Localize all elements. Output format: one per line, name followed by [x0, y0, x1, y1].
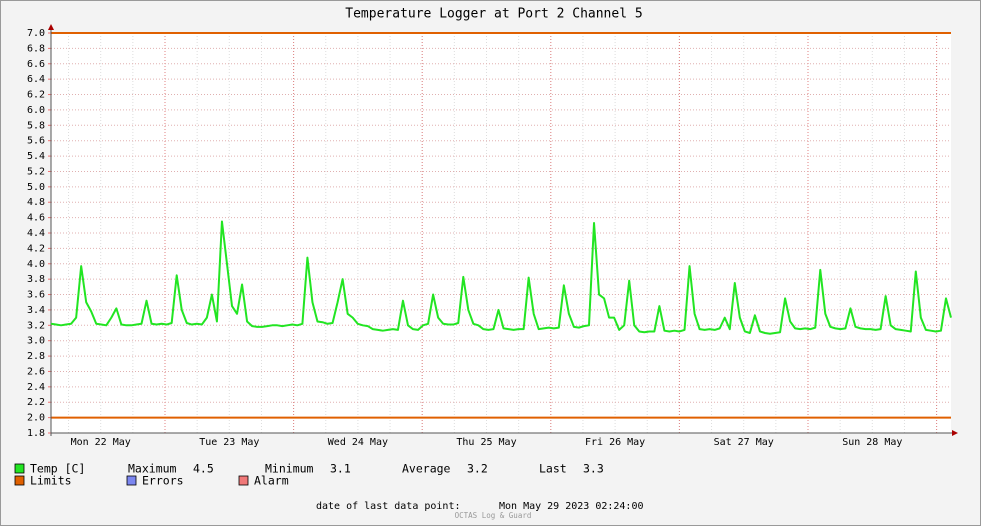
stat-label: Maximum [128, 462, 177, 476]
y-tick-label: 6.6 [27, 59, 45, 70]
watermark: OCTAS Log & Guard [455, 511, 532, 520]
y-tick-label: 4.2 [27, 243, 45, 254]
y-tick-label: 6.2 [27, 90, 45, 101]
y-tick-label: 4.8 [27, 197, 45, 208]
legend-label: Errors [142, 474, 184, 488]
x-tick-label: Mon 22 May [71, 437, 131, 448]
stat-label: Last [539, 462, 567, 476]
y-tick-label: 2.4 [27, 382, 45, 393]
y-tick-label: 4.0 [27, 259, 45, 270]
y-tick-label: 2.2 [27, 397, 45, 408]
stat-label: Average [402, 462, 451, 476]
stat-label: Minimum [265, 462, 314, 476]
legend-swatch [126, 475, 137, 486]
y-tick-label: 5.8 [27, 120, 45, 131]
y-arrow [48, 24, 54, 30]
legend-swatch [14, 463, 25, 474]
y-tick-label: 3.4 [27, 305, 45, 316]
stat-value: 3.1 [330, 462, 351, 476]
y-tick-label: 2.6 [27, 366, 45, 377]
y-tick-label: 6.8 [27, 43, 45, 54]
y-tick-label: 2.0 [27, 413, 45, 424]
x-tick-label: Fri 26 May [585, 437, 645, 448]
y-tick-label: 3.0 [27, 336, 45, 347]
x-tick-label: Sat 27 May [714, 437, 774, 448]
y-tick-label: 5.4 [27, 151, 45, 162]
y-tick-label: 4.4 [27, 228, 45, 239]
x-tick-label: Wed 24 May [328, 437, 388, 448]
x-tick-label: Sun 28 May [842, 437, 902, 448]
x-arrow [952, 430, 958, 436]
legend-label: Alarm [254, 474, 289, 488]
footer-value: Mon May 29 2023 02:24:00 [499, 501, 644, 512]
legend-label: Temp [C] [30, 462, 85, 476]
y-tick-label: 2.8 [27, 351, 45, 362]
x-tick-label: Thu 25 May [456, 437, 516, 448]
y-tick-label: 1.8 [27, 428, 45, 439]
y-tick-label: 5.6 [27, 136, 45, 147]
y-tick-label: 3.6 [27, 290, 45, 301]
y-tick-label: 5.0 [27, 182, 45, 193]
footer-label: date of last data point: [316, 501, 461, 512]
stat-value: 3.2 [467, 462, 488, 476]
chart-title: Temperature Logger at Port 2 Channel 5 [345, 7, 642, 22]
y-tick-label: 5.2 [27, 166, 45, 177]
y-tick-label: 6.4 [27, 74, 45, 85]
y-tick-label: 3.8 [27, 274, 45, 285]
legend-swatch [238, 475, 249, 486]
y-tick-label: 3.2 [27, 320, 45, 331]
stat-value: 3.3 [583, 462, 604, 476]
y-tick-label: 4.6 [27, 213, 45, 224]
legend-swatch [14, 475, 25, 486]
legend-label: Limits [30, 474, 72, 488]
stat-value: 4.5 [193, 462, 214, 476]
temp-line [50, 220, 952, 335]
x-tick-label: Tue 23 May [199, 437, 259, 448]
y-tick-label: 6.0 [27, 105, 45, 116]
y-tick-label: 7.0 [27, 28, 45, 39]
